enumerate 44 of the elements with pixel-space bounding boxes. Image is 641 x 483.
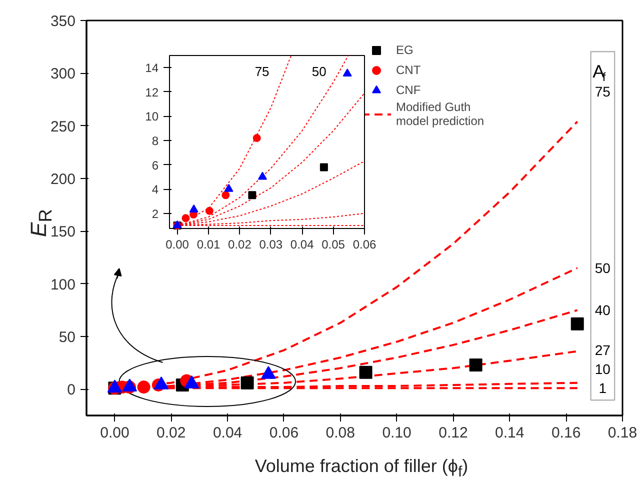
x-tick-label: 0.00 [166,238,190,252]
x-tick-label: 0.06 [352,238,377,252]
y-tick-label: 2 [152,206,159,221]
annotation: 50 [594,260,611,276]
annotation: 27 [594,342,611,358]
y-tick-label: 4 [152,182,159,197]
x-tick-label: 0.04 [290,238,314,252]
x-tick-label: 0.02 [156,424,186,442]
annotation: 10 [594,361,611,378]
x-tick-label: 0.16 [551,424,581,442]
annotation: 75 [594,84,611,100]
y-tick-label: 8 [152,134,159,148]
legend-label: EG [396,43,414,57]
y-tick-label: 50 [58,329,76,346]
x-tick-label: 0.00 [100,424,130,442]
y-tick-label: 250 [50,118,76,136]
annotation: 1 [598,380,607,396]
x-tick-label: 0.08 [326,424,355,442]
annotation: 75 [254,64,270,79]
x-tick-label: 0.05 [322,238,346,252]
x-tick-label: 0.14 [495,424,524,442]
y-tick-label: 350 [50,13,76,30]
x-axis-title: Volume fraction of filler (ϕ$_{f}$) [254,455,468,483]
y-tick-label: 300 [50,66,76,83]
x-tick-label: 0.06 [269,424,299,442]
annotation: 40 [594,302,611,318]
x-tick-label: 0.03 [259,238,283,252]
x-tick-label: 0.02 [228,238,252,252]
y-tick-label: 6 [152,158,159,172]
y-tick-label: 0 [67,382,76,399]
x-tick-label: 0.10 [382,424,412,442]
x-tick-label: 0.04 [212,424,242,442]
y-tick-label: 14 [145,61,159,76]
y-tick-label: 100 [50,276,76,294]
x-tick-label: 0.18 [608,424,638,442]
y-tick-label: 200 [50,171,76,188]
x-tick-label: 0.12 [438,424,468,442]
x-tick-label: 0.01 [196,238,221,252]
legend-label: CNT [396,63,421,77]
legend-label: CNF [396,83,421,97]
y-tick-label: 10 [145,110,159,124]
y-tick-label: 12 [145,85,159,100]
legend-label: Modified Guth model prediction [396,100,484,128]
annotation: 50 [312,64,326,79]
